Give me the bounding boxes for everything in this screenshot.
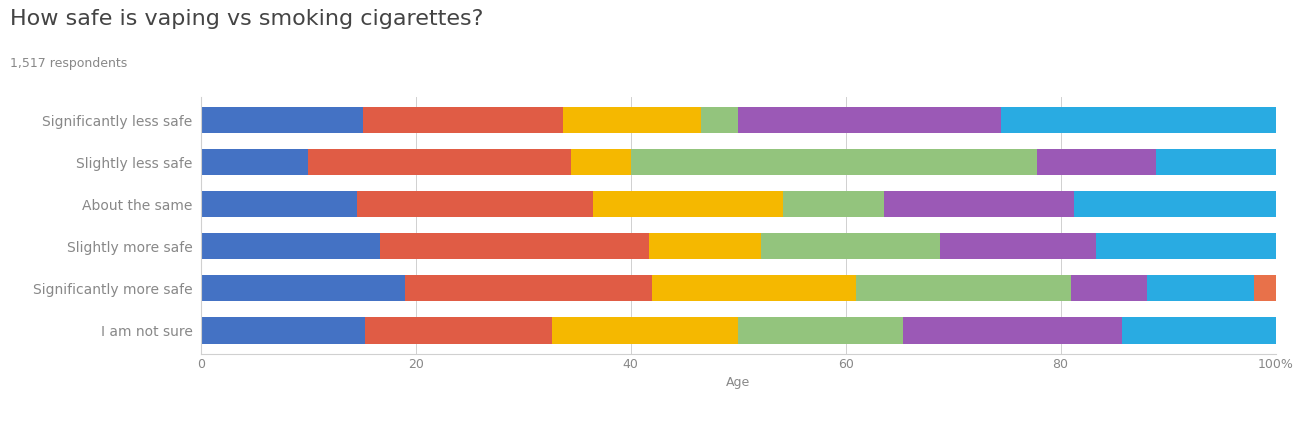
X-axis label: Age: Age	[726, 376, 750, 389]
Bar	[1121, 317, 1276, 343]
Bar	[308, 149, 571, 175]
Bar	[1097, 233, 1276, 259]
Bar	[903, 317, 1121, 343]
Bar	[701, 107, 738, 133]
Bar	[1071, 275, 1146, 301]
Bar	[593, 191, 783, 217]
Bar	[738, 107, 1001, 133]
Bar	[201, 317, 365, 343]
Bar	[940, 233, 1097, 259]
Bar	[201, 149, 308, 175]
Bar	[405, 275, 653, 301]
Bar	[653, 275, 856, 301]
Bar	[783, 191, 883, 217]
Bar	[738, 317, 903, 343]
Bar	[1074, 191, 1276, 217]
Bar	[201, 233, 379, 259]
Bar	[563, 107, 701, 133]
Bar	[1001, 107, 1276, 133]
Bar	[201, 107, 363, 133]
Bar	[760, 233, 940, 259]
Text: How safe is vaping vs smoking cigarettes?: How safe is vaping vs smoking cigarettes…	[10, 9, 484, 29]
Bar	[363, 107, 563, 133]
Bar	[883, 191, 1074, 217]
Bar	[1254, 275, 1276, 301]
Bar	[1156, 149, 1276, 175]
Bar	[201, 275, 405, 301]
Bar	[631, 149, 1037, 175]
Bar	[1146, 275, 1254, 301]
Bar	[201, 191, 357, 217]
Bar	[357, 191, 593, 217]
Bar	[1037, 149, 1156, 175]
Bar	[365, 317, 552, 343]
Bar	[571, 149, 631, 175]
Bar	[649, 233, 760, 259]
Bar	[552, 317, 738, 343]
Bar	[379, 233, 649, 259]
Bar	[856, 275, 1071, 301]
Text: 1,517 respondents: 1,517 respondents	[10, 57, 128, 70]
